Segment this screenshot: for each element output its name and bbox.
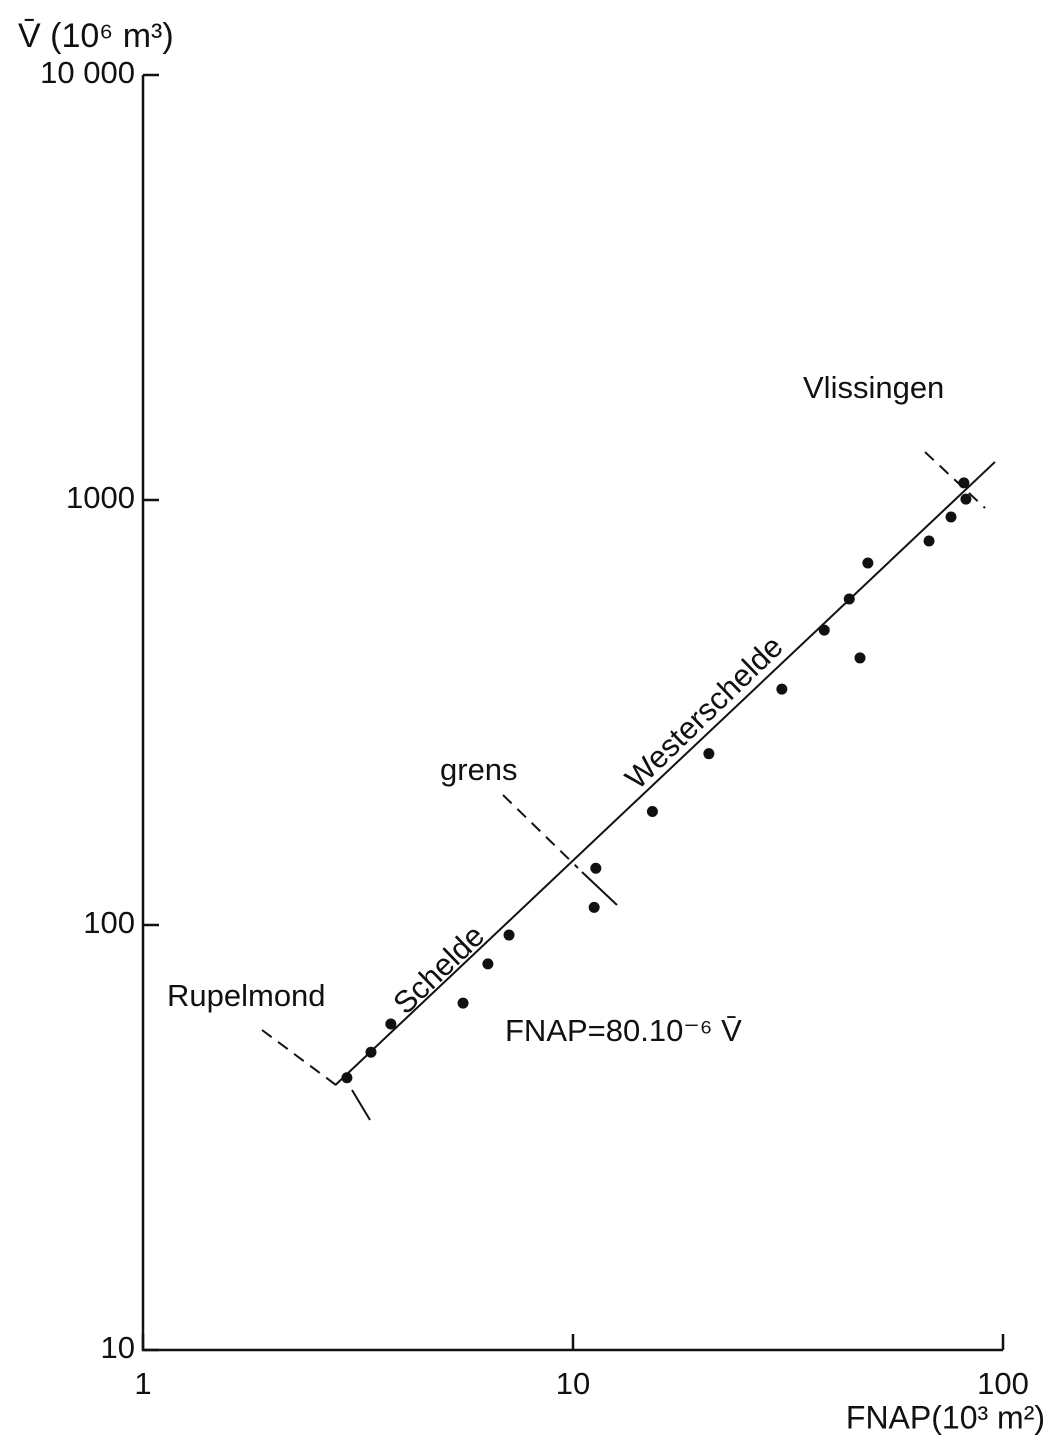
leader-line [502, 794, 579, 869]
x-tick-label: 10 [556, 1366, 590, 1401]
x-axis-label: FNAP(10³ m²) [846, 1399, 1045, 1435]
y-tick-label: 10 000 [40, 55, 135, 90]
point [590, 862, 602, 874]
leader-line [351, 1089, 371, 1121]
point [646, 805, 658, 817]
point [588, 901, 600, 913]
point [341, 1072, 353, 1084]
leader-line [581, 871, 618, 906]
x-tick-label: 1 [134, 1366, 151, 1401]
y-tick-label: 1000 [66, 480, 135, 515]
fit-line [334, 461, 996, 1086]
y-axis-label: V̄ (10⁶ m³) [18, 17, 174, 55]
point [818, 624, 830, 636]
annotation: grens [440, 752, 518, 787]
annotation: Westerschelde [618, 629, 789, 796]
point [958, 477, 970, 489]
x-tick-label: 100 [977, 1366, 1029, 1401]
annotation: Vlissingen [803, 370, 944, 405]
point [503, 929, 515, 941]
point [862, 557, 874, 569]
leader-line [924, 451, 986, 509]
point [945, 511, 957, 523]
point [482, 958, 494, 970]
point [457, 997, 469, 1009]
point [854, 652, 866, 664]
axes [141, 75, 1003, 1352]
y-tick-label: 100 [83, 905, 135, 940]
point [776, 683, 788, 695]
point [960, 493, 972, 505]
annotation: Schelde [386, 918, 491, 1021]
point [923, 535, 935, 547]
point [385, 1018, 397, 1030]
y-tick-label: 10 [101, 1330, 135, 1365]
point [703, 748, 715, 760]
annotation: Rupelmond [167, 978, 326, 1013]
fit-label: FNAP=80.10⁻⁶ V̄ [505, 1013, 742, 1048]
leader-line [261, 1029, 341, 1089]
